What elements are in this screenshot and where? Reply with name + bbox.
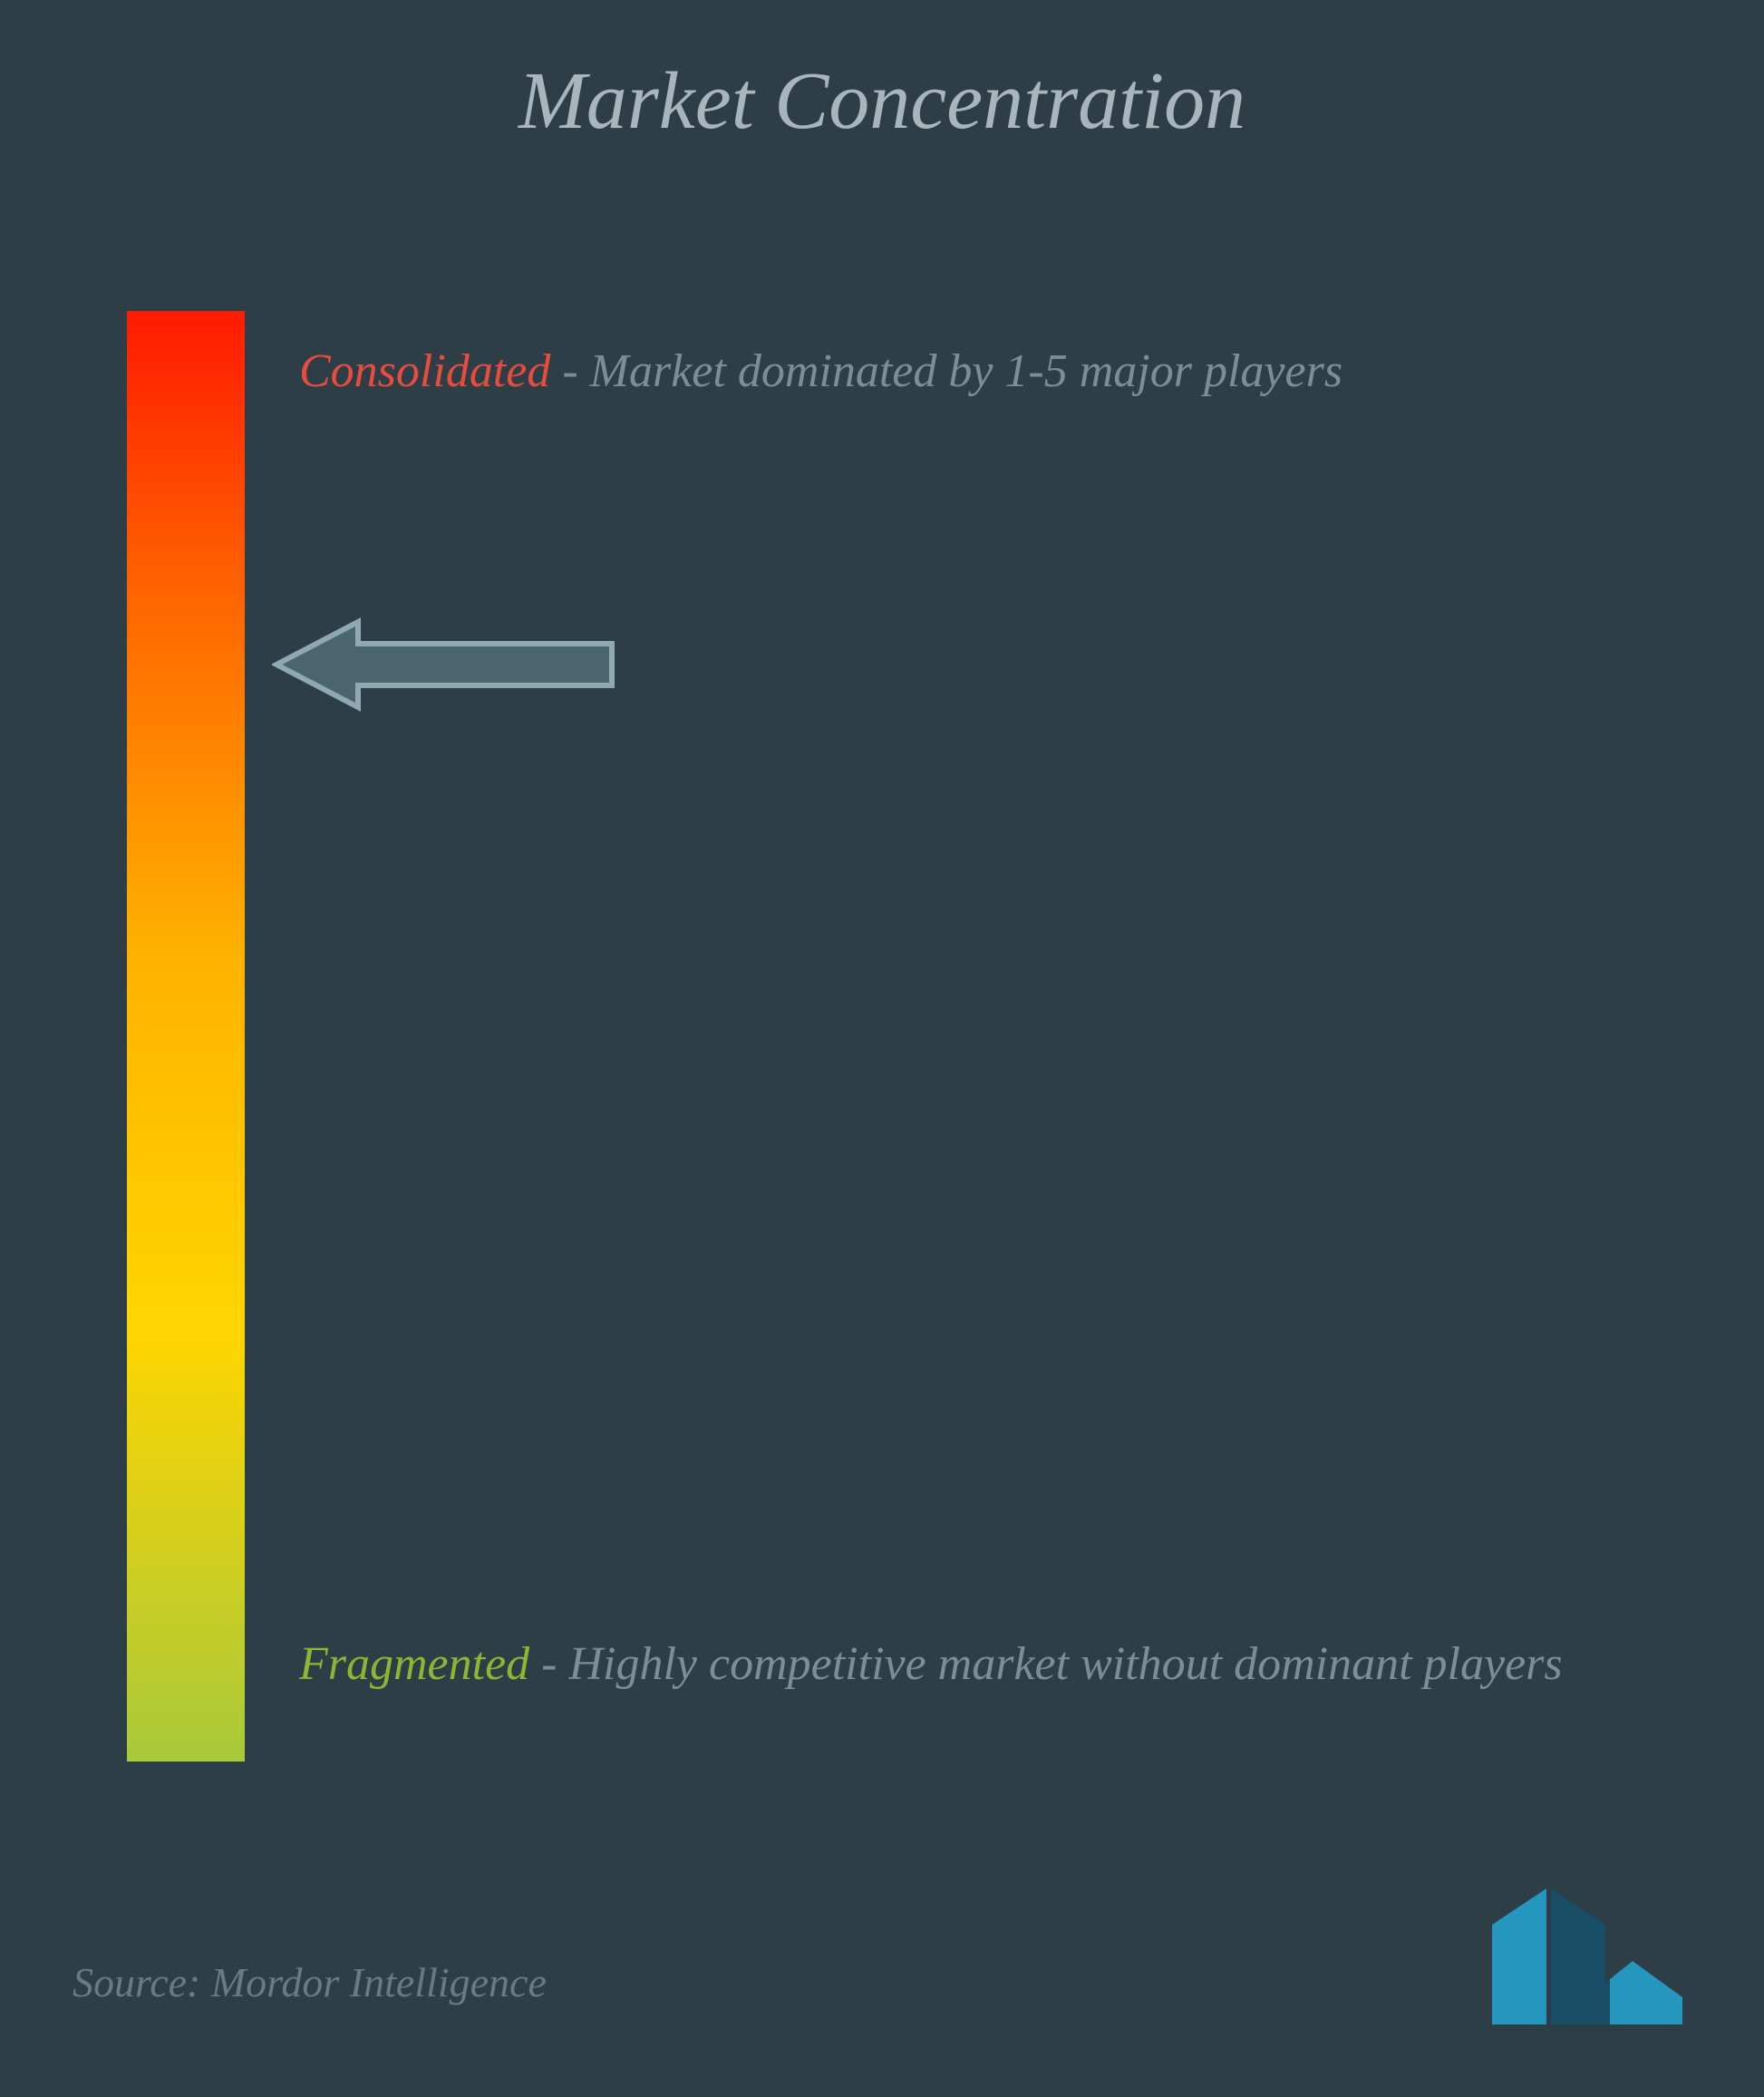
arrow-shape <box>276 622 612 707</box>
fragmented-term: Fragmented <box>299 1638 529 1690</box>
chart-content: Consolidated - Market dominated by 1-5 m… <box>73 311 1691 1762</box>
labels-area: Consolidated - Market dominated by 1-5 m… <box>299 311 1691 1762</box>
concentration-gradient-bar <box>127 311 245 1762</box>
consolidated-description: - Market dominated by 1-5 major players <box>550 345 1342 397</box>
brand-logo <box>1483 1875 1691 2043</box>
chart-title: Market Concentration <box>73 54 1691 148</box>
consolidated-label: Consolidated - Market dominated by 1-5 m… <box>299 329 1655 414</box>
source-attribution: Source: Mordor Intelligence <box>73 1958 547 2006</box>
fragmented-label: Fragmented - Highly competitive market w… <box>299 1622 1655 1707</box>
fragmented-description: - Highly competitive market without domi… <box>529 1638 1562 1690</box>
consolidated-term: Consolidated <box>299 345 550 397</box>
position-arrow <box>272 615 616 719</box>
